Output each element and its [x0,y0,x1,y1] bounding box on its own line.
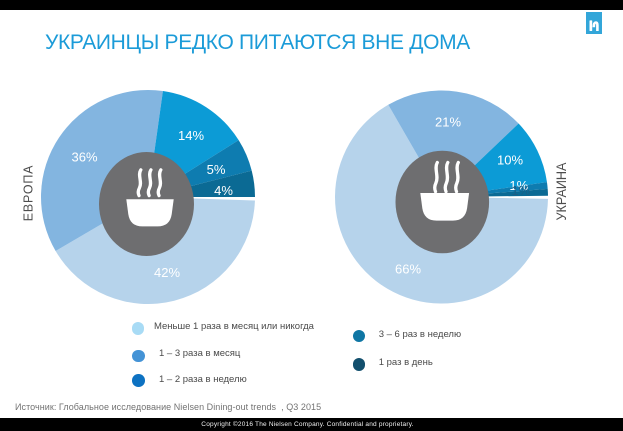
svg-text:66%: 66% [395,261,421,276]
svg-text:14%: 14% [178,128,204,143]
svg-text:1%: 1% [509,178,528,193]
svg-text:4%: 4% [214,183,233,198]
svg-text:1%: 1% [511,183,530,198]
svg-text:5%: 5% [207,162,226,177]
svg-text:36%: 36% [71,149,97,164]
svg-text:10%: 10% [497,152,523,167]
svg-text:21%: 21% [435,114,461,129]
svg-text:УКРАИНА: УКРАИНА [554,163,569,221]
svg-text:42%: 42% [154,265,180,280]
svg-text:ЕВРОПА: ЕВРОПА [22,165,36,222]
